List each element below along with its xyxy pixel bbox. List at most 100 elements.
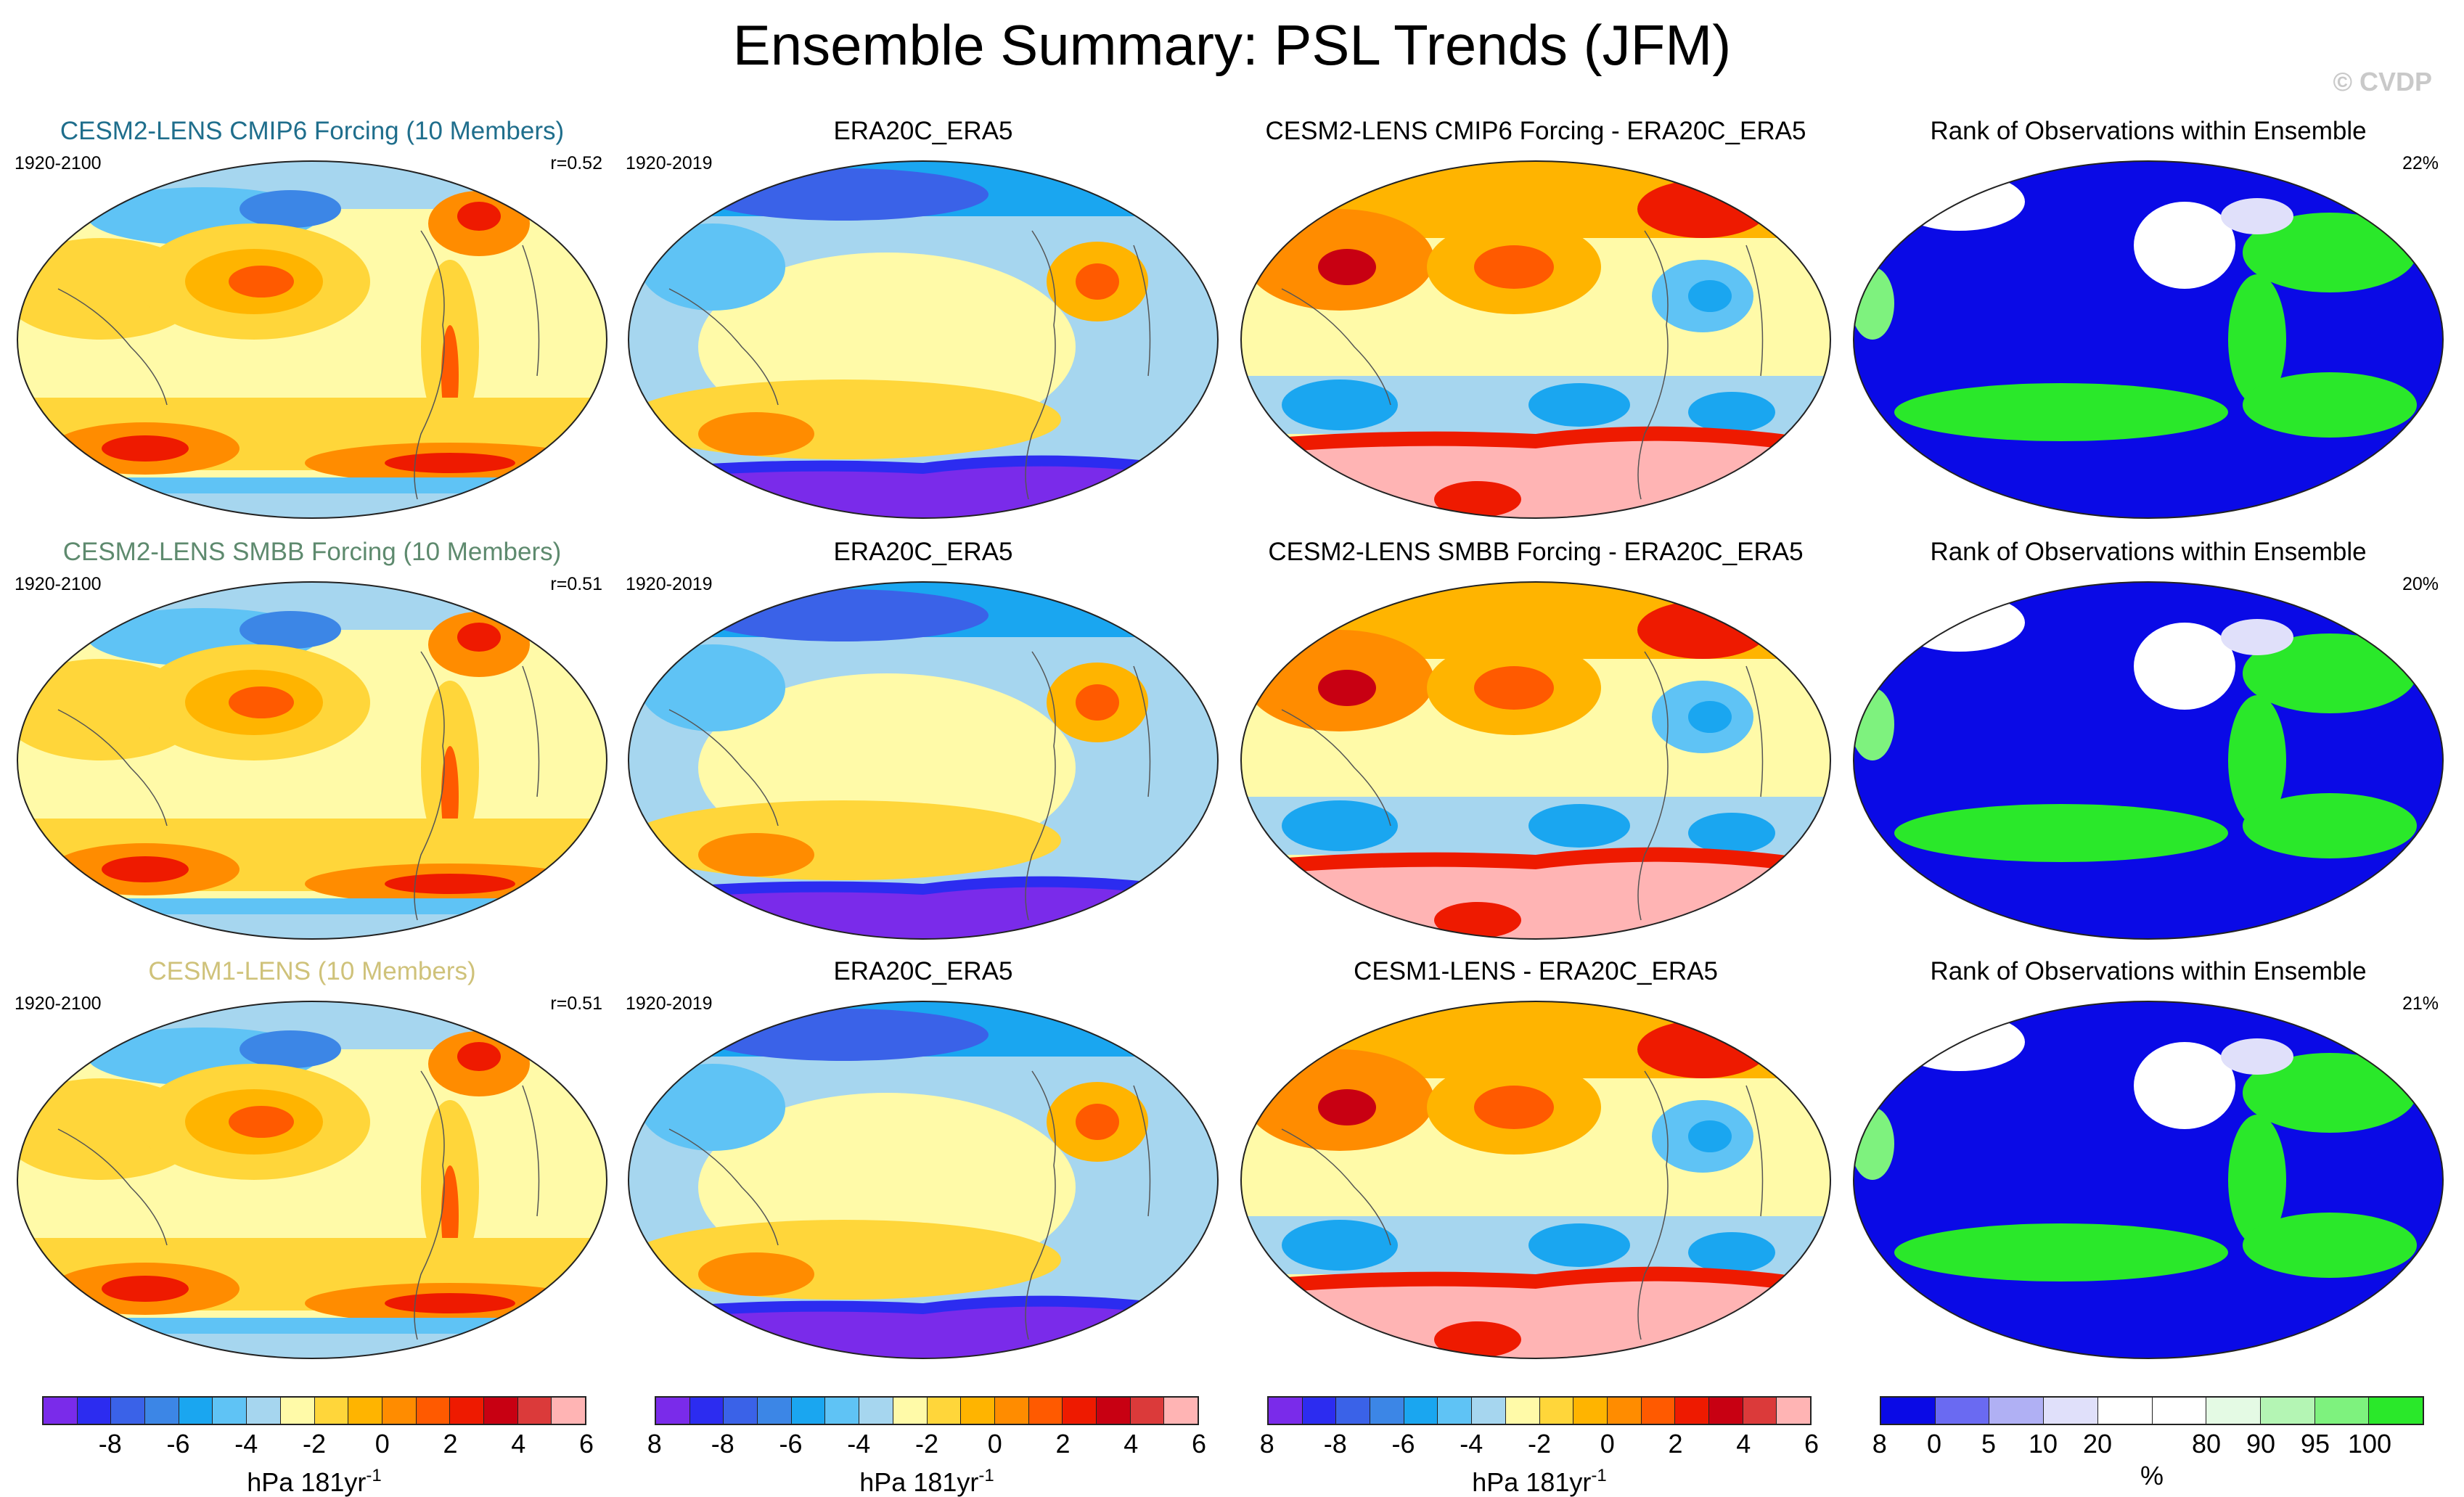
colorbar-rank-swatch — [2097, 1398, 2153, 1424]
antarctic-band — [17, 493, 607, 518]
antarctic-band — [17, 1334, 607, 1358]
asia-coast — [668, 288, 779, 406]
asia-low — [640, 644, 785, 731]
map-obs-2 — [626, 579, 1221, 942]
indian-low — [1688, 1232, 1775, 1273]
colorbar-model — [42, 1396, 586, 1425]
asia-coast — [57, 709, 168, 827]
colorbar-diff-swatch — [1472, 1398, 1506, 1424]
colorbar-model-tick-label: -2 — [302, 1429, 327, 1459]
colorbar-model-tick-label: 6 — [578, 1429, 594, 1459]
map-model-2 — [15, 579, 610, 942]
map-rank-2 — [1851, 579, 2446, 942]
colorbar-rank-tick-label: 80 — [2191, 1429, 2222, 1459]
colorbar-obs-swatch — [791, 1398, 826, 1424]
colorbar-model-swatch — [450, 1398, 484, 1424]
asia-coast — [668, 1128, 779, 1246]
pacific-high-core — [1474, 666, 1554, 710]
panel-title-diff-2: CESM2-LENS SMBB Forcing - ERA20C_ERA5 — [1268, 538, 1804, 566]
panel-title-rank-3: Rank of Observations within Ensemble — [1930, 957, 2367, 985]
colorbar-model-tick-label: 4 — [511, 1429, 526, 1459]
south-atlantic-low — [1528, 1223, 1630, 1267]
south-high-core — [698, 1252, 814, 1296]
greenland-lavender — [2221, 198, 2293, 234]
colorbar-diff-swatch — [1336, 1398, 1371, 1424]
rank-field — [1854, 1001, 2443, 1358]
colorbar-rank-swatch — [2314, 1398, 2370, 1424]
antarctic-high-core — [1434, 481, 1521, 517]
colorbar-rank-tick-label: 10 — [2028, 1429, 2058, 1459]
asia-coast — [1281, 1128, 1391, 1246]
map-outline — [1853, 160, 2444, 519]
period-label-obs-3: 1920-2019 — [626, 993, 713, 1014]
map-svg-diff-2 — [1240, 581, 1831, 940]
map-field — [629, 582, 1218, 939]
colorbar-obs-tick-label: -4 — [847, 1429, 871, 1459]
south-pacific-low — [1282, 380, 1398, 430]
colorbar-obs-tick-label: -2 — [914, 1429, 939, 1459]
colorbar-diff-swatch — [1302, 1398, 1337, 1424]
colorbar-rank-tick-label: 5 — [1981, 1429, 1997, 1459]
south-high-core — [698, 412, 814, 456]
panel-title-obs-2: ERA20C_ERA5 — [833, 538, 1013, 566]
antarctic-high-core — [1434, 1321, 1521, 1358]
asia-coast — [1281, 288, 1391, 406]
map-svg-diff-1 — [1240, 160, 1831, 519]
greenland-lavender — [2221, 1038, 2293, 1075]
period-label-model-3: 1920-2100 — [15, 993, 102, 1014]
greenland-high — [1637, 180, 1768, 238]
americas-coast — [1025, 1070, 1056, 1340]
page-title: Ensemble Summary: PSL Trends (JFM) — [732, 13, 1732, 77]
atlantic-low-core — [1688, 701, 1732, 733]
colorbar-model-swatch — [44, 1398, 78, 1424]
americas-coast — [1637, 1070, 1669, 1340]
colorbar-diff-tick-label: -8 — [1323, 1429, 1347, 1459]
colorbar-model-tick-label: 0 — [374, 1429, 390, 1459]
rank-percent-3: 21% — [2402, 993, 2439, 1014]
colorbar-obs-swatch — [656, 1398, 690, 1424]
colorbar-diff-swatch — [1777, 1398, 1810, 1424]
colorbar-model-swatch — [348, 1398, 382, 1424]
colorbar-diff-swatch — [1607, 1398, 1642, 1424]
colorbar-obs-swatch — [1096, 1398, 1131, 1424]
map-diff-2 — [1238, 579, 1833, 942]
coastlines — [668, 651, 1151, 921]
antarctic-field — [629, 466, 1218, 518]
indian-green — [2243, 1213, 2417, 1278]
antarctic-band — [17, 914, 607, 939]
panel-title-model-2: CESM2-LENS SMBB Forcing (10 Members) — [62, 538, 562, 566]
colorbar-rank-swatch — [2260, 1398, 2315, 1424]
colorbar-diff-swatch — [1505, 1398, 1540, 1424]
map-svg-rank-3 — [1853, 1001, 2444, 1359]
asia-low — [640, 223, 785, 311]
colorbar-obs-swatch — [1063, 1398, 1097, 1424]
greenland-high-core — [457, 202, 501, 231]
coastlines — [57, 1070, 540, 1340]
colorbar-rank — [1880, 1396, 2424, 1425]
south-atlantic-high-core — [385, 1293, 515, 1313]
map-svg-model-3 — [17, 1001, 607, 1359]
colorbar-obs-tick-label: 2 — [1055, 1429, 1071, 1459]
colorbar-diff-tick-label: 6 — [1804, 1429, 1820, 1459]
coastlines — [668, 230, 1151, 500]
greenland-high — [1637, 601, 1768, 659]
colorbar-diff-tick-label: 8 — [1872, 1429, 1887, 1459]
colorbar-diff-swatch — [1438, 1398, 1473, 1424]
asia-coast — [57, 288, 168, 406]
europe-africa-coast — [1133, 1085, 1151, 1217]
map-field — [17, 582, 607, 939]
colorbar-model-swatch — [213, 1398, 247, 1424]
colorbar-diff-swatch — [1743, 1398, 1777, 1424]
colorbar-model-swatch — [382, 1398, 417, 1424]
colorbar-obs-swatch — [927, 1398, 962, 1424]
map-diff-1 — [1238, 158, 1833, 521]
period-label-model-1: 1920-2100 — [15, 153, 102, 173]
colorbar-obs-swatch — [1028, 1398, 1063, 1424]
map-svg-obs-3 — [628, 1001, 1219, 1359]
panel-title-rank-1: Rank of Observations within Ensemble — [1930, 117, 2367, 145]
colorbar-obs-swatch — [859, 1398, 893, 1424]
colorbar-model-tick-label: -6 — [166, 1429, 190, 1459]
colorbar-obs-swatch — [1130, 1398, 1165, 1424]
correlation-label-1: r=0.52 — [550, 153, 602, 173]
colorbar-model-tick-label: 2 — [443, 1429, 458, 1459]
